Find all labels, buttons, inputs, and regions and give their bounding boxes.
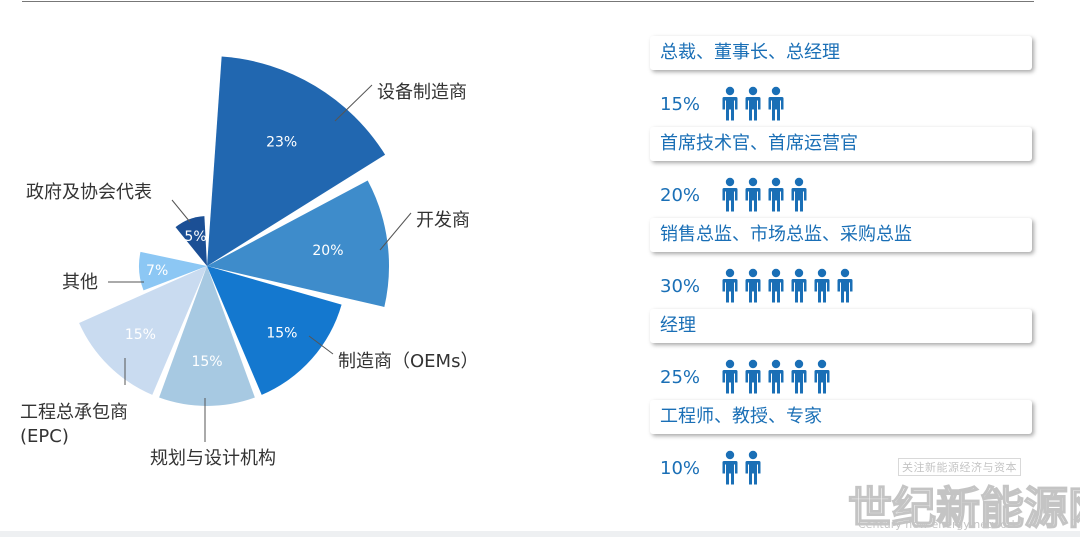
slice-equipment-makers-category-label: 设备制造商 [377,82,467,103]
slice-planning-design-category-label: 规划与设计机构 [150,448,276,469]
bottom-band [0,531,1080,537]
slice-developers-value-label: 20% [312,243,343,259]
slice-epc-value-label: 15% [125,327,156,343]
person-icon [745,86,761,122]
slice-planning-design [159,266,255,406]
role-percent-row: 25% [660,359,837,395]
people-icons [722,450,768,486]
slice-developers-leader-line [379,212,412,251]
slice-gov-associations-category-label: 政府及协会代表 [26,182,152,203]
slice-other [138,251,207,291]
role-percent: 10% [660,457,701,479]
person-icon [814,268,830,304]
watermark-logo: 关注新能源经济与资本 世纪新能源网 Century new energy net… [838,458,1080,536]
slice-equipment-makers-value-label: 23% [266,135,297,151]
person-icon [768,359,784,395]
person-icon [745,177,761,213]
role-percent: 15% [660,93,701,115]
person-icon [722,359,738,395]
role-percent-row: 10% [660,450,768,486]
slice-gov-associations [175,216,207,266]
people-icons [722,359,837,395]
watermark-english: Century new energy network [858,518,1018,531]
people-icons [722,86,791,122]
slice-epc-category-label-line2: (EPC) [20,426,69,447]
role-title-box: 首席技术官、首席运营官 [650,127,1032,161]
person-icon [745,450,761,486]
role-title-box: 经理 [650,309,1032,343]
person-icon [768,268,784,304]
slice-epc-category-label: 工程总承包商 [20,402,128,423]
person-icon [722,86,738,122]
role-percent-row: 30% [660,268,860,304]
person-icon [722,268,738,304]
people-icons [722,177,814,213]
role-title-box: 工程师、教授、专家 [650,400,1032,434]
slice-gov-associations-leader-line [171,199,191,223]
slice-equipment-makers-leader-line [334,84,373,122]
person-icon [791,177,807,213]
slice-developers-category-label: 开发商 [416,210,470,231]
polar-pie-chart: 23% 设备制造商 20% 开发商 15% 制造商（OEMs） 15% 规划与设计机构 15% 工… [20,56,478,469]
role-percent-row: 20% [660,177,814,213]
person-icon [768,177,784,213]
slice-planning-design-value-label: 15% [191,354,222,370]
slice-equipment-makers [207,56,386,266]
role-percent: 25% [660,366,701,388]
slice-oems-value-label: 15% [266,325,297,341]
slice-epc [79,266,207,395]
slice-oems [207,266,342,395]
person-icon [791,359,807,395]
person-icon [722,177,738,213]
slice-oems-category-label: 制造商（OEMs） [338,351,478,372]
slice-other-category-label: 其他 [62,272,98,293]
role-percent: 20% [660,184,701,206]
role-title-box: 总裁、董事长、总经理 [650,36,1032,70]
slice-gov-associations-value-label: 5% [184,229,206,245]
role-title-box: 销售总监、市场总监、采购总监 [650,218,1032,252]
slice-developers [207,180,389,307]
role-percent: 30% [660,275,701,297]
person-icon [768,86,784,122]
top-divider [22,1,1034,2]
person-icon [837,268,853,304]
person-icon [722,450,738,486]
role-percent-row: 15% [660,86,791,122]
person-icon [814,359,830,395]
watermark-title: 世纪新能源网 [847,482,1080,535]
watermark-tagline: 关注新能源经济与资本 [898,458,1021,476]
people-icons [722,268,860,304]
slice-other-value-label: 7% [146,263,168,279]
person-icon [745,268,761,304]
person-icon [745,359,761,395]
person-icon [791,268,807,304]
slice-oems-leader-line [308,335,334,355]
